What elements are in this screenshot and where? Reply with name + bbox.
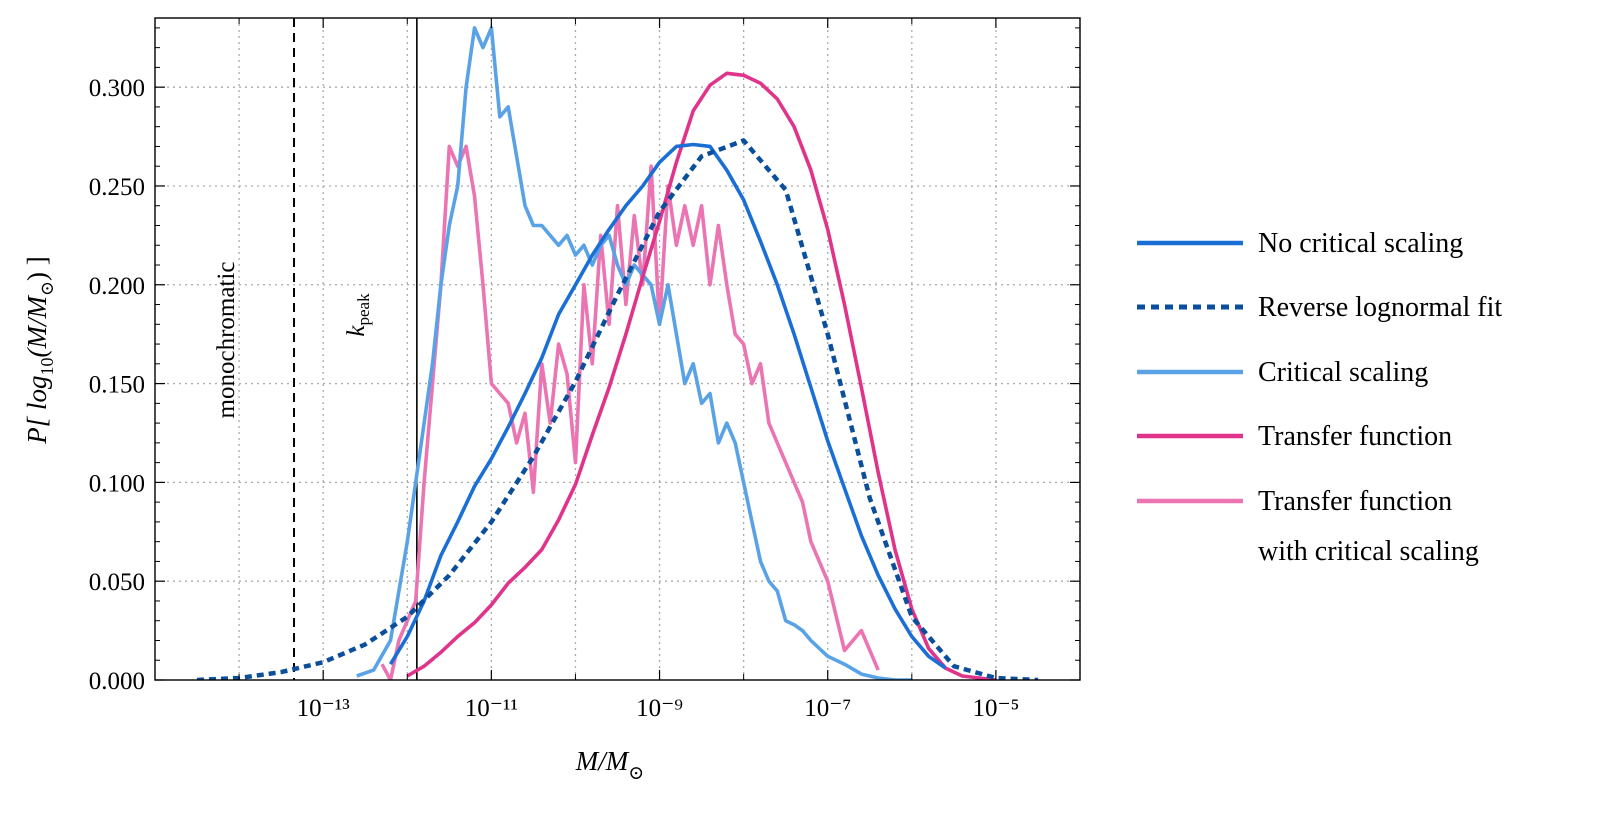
x-tick-label: 10⁻¹¹ — [465, 695, 518, 722]
y-tick-label: 0.200 — [89, 273, 145, 300]
y-tick-labels: 0.000 0.050 0.100 0.150 0.200 0.250 0.300 — [89, 75, 145, 695]
legend-label: No critical scaling — [1258, 228, 1463, 259]
x-axis-label: M/M⊙ — [575, 746, 644, 784]
monochromatic-label: monochromatic — [213, 262, 240, 419]
legend-label: Reverse lognormal fit — [1258, 292, 1502, 323]
y-tick-label: 0.000 — [89, 668, 145, 695]
y-tick-label: 0.150 — [89, 372, 145, 399]
legend: No critical scaling Reverse lognormal fi… — [1137, 228, 1502, 567]
x-tick-label: 10⁻¹³ — [297, 695, 351, 722]
k-peak-label: kpeak — [343, 293, 373, 337]
series-critical-scaling — [356, 26, 912, 680]
series-transfer-function — [406, 71, 997, 680]
x-tick-label: 10⁻⁹ — [636, 695, 683, 722]
legend-item-critical-scaling: Critical scaling — [1137, 357, 1428, 388]
series-reverse-lognormal-fit — [196, 138, 1039, 680]
series-no-critical-scaling — [388, 142, 947, 670]
x-tick-labels: 10⁻¹³ 10⁻¹¹ 10⁻⁹ 10⁻⁷ 10⁻⁵ — [297, 695, 1020, 722]
legend-item-no-critical-scaling: No critical scaling — [1137, 228, 1463, 259]
legend-item-transfer-function: Transfer function — [1137, 421, 1452, 452]
y-tick-label: 0.050 — [89, 569, 145, 596]
legend-item-reverse-lognormal-fit: Reverse lognormal fit — [1137, 292, 1502, 323]
legend-item-transfer-function-critical: Transfer function with critical scaling — [1137, 486, 1479, 567]
legend-label: Critical scaling — [1258, 357, 1428, 388]
grid — [155, 18, 1081, 680]
legend-label: Transfer function — [1258, 486, 1452, 517]
y-tick-label: 0.300 — [89, 75, 145, 102]
series-group — [196, 26, 1039, 680]
ticks — [155, 18, 1081, 681]
legend-label: Transfer function — [1258, 421, 1452, 452]
plot-frame — [154, 17, 1081, 681]
x-tick-label: 10⁻⁵ — [972, 695, 1019, 722]
y-tick-label: 0.250 — [89, 174, 145, 201]
y-tick-label: 0.100 — [89, 470, 145, 497]
y-axis-label: P[ log10(M/M⊙) ] — [22, 256, 57, 445]
legend-label-line2: with critical scaling — [1258, 536, 1479, 567]
x-tick-label: 10⁻⁷ — [804, 695, 851, 722]
series-transfer-function-with-critical-scaling — [380, 144, 880, 680]
